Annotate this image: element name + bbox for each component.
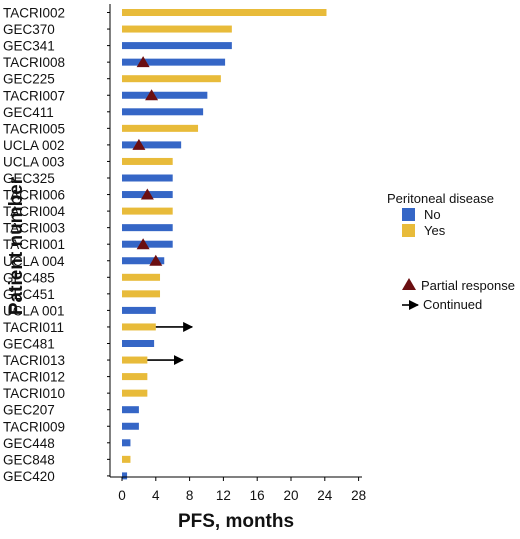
y-tick-label: TACRI013 (3, 353, 65, 368)
bar-ucla-002 (122, 141, 182, 149)
bar-tacri004 (122, 207, 173, 215)
x-tick-label: 16 (250, 488, 265, 503)
bar-tacri005 (122, 124, 199, 132)
y-tick-label: TACRI005 (3, 121, 65, 136)
y-tick-label: GEC370 (3, 22, 55, 37)
y-tick-label: TACRI001 (3, 237, 65, 252)
bar-ucla-001 (122, 306, 156, 314)
bar-ucla-004 (122, 257, 165, 265)
partial-response-marker (145, 89, 159, 101)
partial-response-marker (136, 238, 150, 250)
bar-tacri008 (122, 58, 226, 66)
x-axis-title: PFS, months (178, 511, 294, 532)
bars (122, 9, 327, 480)
x-axis-ticks: 0 4 8 12 16 20 24 28 (118, 477, 366, 503)
y-tick-label: UCLA 003 (3, 154, 65, 169)
y-tick-label: TACRI002 (3, 6, 65, 21)
y-tick-label: GEC341 (3, 39, 55, 54)
legend-label-continued: Continued (423, 297, 482, 312)
bar-gec848 (122, 455, 131, 463)
y-axis-title: Patient number (6, 176, 27, 315)
y-tick-label: GEC448 (3, 436, 55, 451)
partial-response-marker (136, 56, 150, 68)
legend-label-yes: Yes (424, 223, 446, 238)
y-tick-label: GEC325 (3, 171, 55, 186)
y-tick-label: TACRI009 (3, 419, 65, 434)
legend-swatch-yes (402, 224, 415, 237)
bar-gec207 (122, 406, 139, 414)
y-tick-label: GEC848 (3, 452, 55, 467)
y-tick-label: TACRI011 (3, 320, 64, 335)
y-tick-label: TACRI007 (3, 88, 65, 103)
bar-tacri011 (122, 323, 156, 331)
bar-gec448 (122, 439, 131, 447)
y-axis-tick-labels: TACRI002GEC370GEC341TACRI008GEC225TACRI0… (3, 6, 110, 484)
y-tick-label: GEC451 (3, 287, 55, 302)
legend-label-partial-response: Partial response (421, 278, 515, 293)
y-tick-label: TACRI012 (3, 370, 65, 385)
bar-tacri003 (122, 224, 173, 232)
bar-ucla-003 (122, 157, 173, 165)
bar-tacri009 (122, 422, 139, 430)
y-tick-label: GEC207 (3, 403, 55, 418)
y-tick-label: GEC411 (3, 105, 54, 120)
bar-gec420 (122, 472, 128, 480)
legend-swatch-no (402, 208, 415, 221)
partial-response-marker (140, 188, 154, 200)
y-tick-label: TACRI004 (3, 204, 66, 219)
partial-response-icon (402, 278, 416, 290)
y-tick-label: GEC485 (3, 270, 55, 285)
y-tick-label: TACRI008 (3, 55, 65, 70)
y-tick-label: UCLA 004 (3, 254, 65, 269)
y-tick-label: TACRI006 (3, 188, 65, 203)
bar-tacri007 (122, 91, 208, 99)
y-tick-label: UCLA 001 (3, 303, 65, 318)
legend-label-no: No (424, 207, 441, 222)
x-tick-label: 8 (186, 488, 194, 503)
y-tick-label: TACRI003 (3, 221, 65, 236)
bar-tacri001 (122, 240, 173, 248)
bar-gec370 (122, 25, 232, 33)
bar-gec225 (122, 75, 221, 83)
bar-gec451 (122, 290, 161, 298)
bar-gec325 (122, 174, 173, 182)
x-tick-label: 12 (216, 488, 231, 503)
partial-response-marker (132, 138, 146, 150)
x-tick-label: 24 (317, 488, 333, 503)
bar-gec411 (122, 108, 204, 116)
bar-tacri012 (122, 373, 148, 381)
y-tick-label: GEC420 (3, 469, 55, 484)
x-tick-label: 4 (152, 488, 160, 503)
y-tick-label: GEC481 (3, 337, 55, 352)
x-tick-label: 28 (351, 488, 366, 503)
markers (132, 56, 194, 366)
bar-gec485 (122, 273, 161, 281)
bar-gec481 (122, 340, 155, 347)
bar-gec341 (122, 42, 232, 50)
bar-tacri013 (122, 356, 148, 364)
y-tick-label: UCLA 002 (3, 138, 65, 153)
bar-tacri010 (122, 389, 148, 397)
x-tick-label: 20 (283, 488, 298, 503)
x-tick-label: 0 (118, 488, 126, 503)
legend-title: Peritoneal disease (387, 191, 494, 206)
partial-response-marker (149, 254, 163, 266)
bar-tacri002 (122, 9, 327, 16)
legend: Peritoneal disease No Yes Partial respon… (387, 191, 515, 312)
y-tick-label: GEC225 (3, 72, 55, 87)
y-tick-label: TACRI010 (3, 386, 65, 401)
